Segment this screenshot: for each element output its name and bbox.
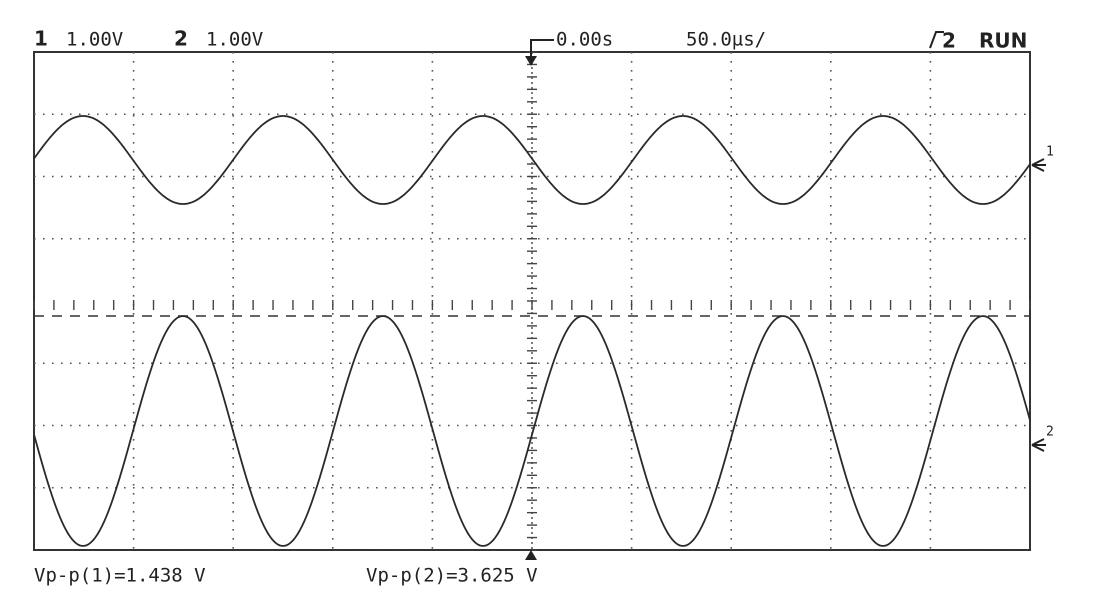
- ch1-marker-label: 1: [1046, 145, 1054, 160]
- trigger-edge-symbol: [929, 31, 944, 49]
- trigger-source: 2: [942, 29, 956, 53]
- trigger-position-marker: [525, 56, 537, 66]
- graticule: [33, 51, 1031, 551]
- ch1-ground-marker: [1031, 158, 1046, 172]
- ch1-number: 1: [34, 27, 48, 51]
- time-scale: 50.0µs/: [686, 29, 766, 51]
- time-reference-symbol: [530, 39, 554, 60]
- ch2-marker-label: 2: [1046, 425, 1054, 440]
- ch2-scale: 1.00V: [206, 29, 263, 51]
- ch1-scale: 1.00V: [66, 29, 123, 51]
- ch2-ground-marker: [1031, 438, 1046, 452]
- bottom-trigger-marker: [525, 550, 537, 560]
- measurement-ch1: Vp-p(1)=1.438 V: [34, 565, 206, 587]
- ch2-number: 2: [174, 27, 188, 51]
- time-offset: 0.00s: [556, 29, 613, 51]
- measurement-ch2: Vp-p(2)=3.625 V: [366, 565, 538, 587]
- channel-1-waveform: [33, 115, 1031, 205]
- channel-2-waveform: [33, 315, 1031, 547]
- run-status: RUN: [979, 29, 1027, 53]
